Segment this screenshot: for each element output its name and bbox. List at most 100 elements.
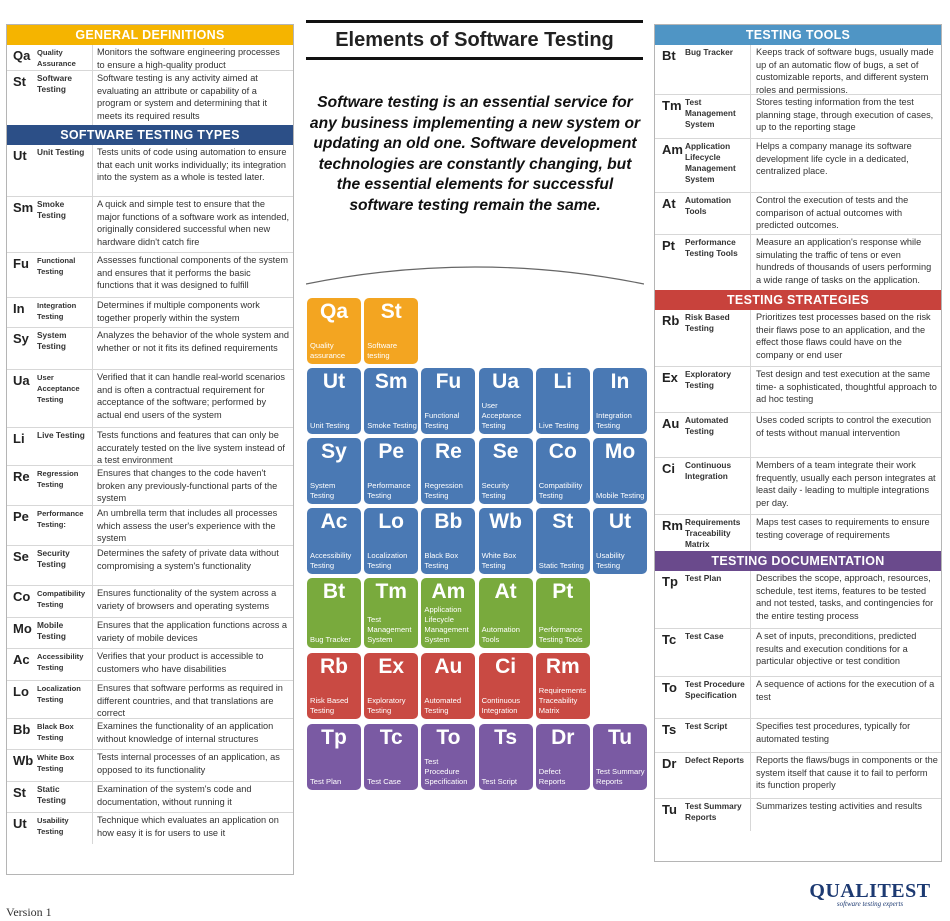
element-tile: Qa Quality assurance — [307, 298, 361, 364]
tile-symbol: Pe — [378, 440, 405, 463]
testing-types-header: SOFTWARE TESTING TYPES — [7, 125, 293, 145]
element-description: Prioritizes test processes based on the … — [756, 312, 931, 360]
tile-symbol: St — [552, 510, 574, 533]
tile-name: Test Plan — [310, 777, 342, 786]
tile-symbol: Bt — [322, 580, 346, 603]
tile-name: Regression Testing — [424, 481, 463, 500]
element-name: Test Management System — [685, 95, 751, 138]
element-tile: Li Live Testing — [535, 368, 590, 434]
tile-name: Live Testing — [538, 421, 579, 430]
element-description: Measure an application's response while … — [756, 237, 932, 285]
tile-name: Automation Tools — [481, 625, 521, 644]
element-symbol: Ci — [662, 461, 675, 476]
testing-documentation-list: Tp Test Plan Describes the scope, approach… — [655, 571, 941, 831]
definition-row: Am Application Lifecycle Management Syste… — [655, 139, 941, 193]
element-name: Automation Tools — [685, 193, 751, 234]
element-name: Unit Testing — [37, 145, 93, 196]
element-tile: Dr Defect Reports — [535, 724, 590, 790]
element-name: System Testing — [37, 328, 93, 369]
element-symbol: Ts — [662, 722, 677, 737]
definition-row: Li Live Testing Tests functions and featur… — [7, 428, 293, 466]
element-symbol: Am — [662, 142, 683, 157]
element-name: Automated Testing — [685, 413, 751, 457]
general-definitions-list: Qa Quality Assurance Monitors the software… — [7, 45, 293, 125]
element-description: Analyzes the behavior of the whole syste… — [97, 330, 290, 353]
element-description: Reports the flaws/bugs in components or … — [756, 755, 938, 791]
element-tile: Am Application Lifecycle Management Syste… — [421, 578, 476, 648]
tile-symbol: Au — [434, 655, 463, 678]
element-name: Static Testing — [37, 782, 93, 812]
tile-symbol: Tc — [379, 726, 403, 749]
element-description: Members of a team integrate their work f… — [756, 460, 936, 508]
tile-name: System Testing — [310, 481, 336, 500]
general-definitions-header: GENERAL DEFINITIONS — [7, 25, 293, 45]
element-symbol: Dr — [662, 756, 677, 771]
element-name: Quality Assurance — [37, 45, 93, 70]
element-name: Test Case — [685, 629, 751, 676]
right-panel: TESTING TOOLS Bt Bug Tracker Keeps track o… — [654, 24, 942, 862]
definition-row: Sy System Testing Analyzes the behavior of… — [7, 328, 293, 370]
definition-row: St Static Testing Examination of the syste… — [7, 782, 293, 813]
tile-symbol: Mo — [604, 440, 636, 463]
element-name: Security Testing — [37, 546, 93, 585]
element-tile: Tu Test Summary Reports — [593, 724, 647, 790]
element-symbol: Mo — [13, 621, 32, 636]
element-tile: Ac Accessibility Testing — [307, 508, 361, 574]
element-tile: In Integration Testing — [593, 368, 647, 434]
element-name: Mobile Testing — [37, 618, 93, 648]
element-symbol: Wb — [13, 753, 34, 768]
tile-symbol: Fu — [435, 370, 462, 393]
definition-row: Ci Continuous Integration Members of a tea… — [655, 458, 941, 515]
definition-row: St Software Testing Software testing is an… — [7, 71, 293, 125]
element-symbol: To — [662, 680, 677, 695]
definition-row: Ts Test Script Specifies test procedures, … — [655, 719, 941, 753]
element-name: Test Script — [685, 719, 751, 752]
definition-row: Rb Risk Based Testing Prioritizes test pro… — [655, 310, 941, 367]
element-name: Application Lifecycle Management System — [685, 139, 751, 192]
element-symbol: Tp — [662, 574, 678, 589]
element-description: Keeps track of software bugs, usually ma… — [756, 47, 934, 95]
element-symbol: Ex — [662, 370, 678, 385]
page-title: Elements of Software Testing — [306, 20, 643, 60]
element-name: Live Testing — [37, 428, 93, 465]
definition-row: Se Security Testing Determines the safety… — [7, 546, 293, 586]
element-symbol: Rm — [662, 518, 683, 533]
element-description: Ensures functionality of the system acro… — [97, 588, 277, 611]
element-description: Examines the functionality of an applica… — [97, 721, 274, 744]
tile-symbol: Re — [434, 440, 462, 463]
element-symbol: Pe — [13, 509, 29, 524]
element-tile: Sm Smoke Testing — [364, 368, 419, 434]
element-description: A set of inputs, preconditions, predicte… — [756, 631, 917, 667]
element-name: Usability Testing — [37, 813, 93, 844]
tile-symbol: Dr — [551, 726, 575, 749]
definition-row: Tm Test Management System Stores testing i… — [655, 95, 941, 139]
element-tile: Se Security Testing — [478, 438, 533, 504]
element-name: Test Plan — [685, 571, 751, 628]
element-tile: Bb Black Box Testing — [421, 508, 476, 574]
tile-name: Test Summary Reports — [596, 767, 645, 786]
tile-name: Functional Testing — [424, 411, 460, 430]
tile-symbol: Ut — [322, 370, 346, 393]
element-name: Risk Based Testing — [685, 310, 751, 366]
element-tile: Sy System Testing — [307, 438, 361, 504]
qualitest-logo: QUALITEST software testing experts — [800, 880, 940, 908]
element-name: Compatibility Testing — [37, 586, 93, 617]
tile-symbol: Ex — [378, 655, 405, 678]
definition-row: Co Compatibility Testing Ensures functiona… — [7, 586, 293, 618]
element-name: Test Summary Reports — [685, 799, 751, 831]
tile-symbol: Qa — [319, 300, 348, 323]
tile-symbol: Se — [492, 440, 519, 463]
tile-name: Defect Reports — [538, 767, 566, 786]
element-name: Software Testing — [37, 71, 93, 125]
tile-name: Performance Testing — [367, 481, 411, 500]
testing-documentation-header: TESTING DOCUMENTATION — [655, 551, 941, 571]
element-tile: Ex Exploratory Testing — [364, 653, 419, 719]
element-symbol: Bt — [662, 48, 676, 63]
tile-name: Exploratory Testing — [367, 696, 406, 715]
element-description: Test design and test execution at the sa… — [756, 369, 937, 405]
element-description: Describes the scope, approach, resources… — [756, 573, 934, 621]
logo-tagline: software testing experts — [836, 900, 904, 908]
tile-name: Mobile Testing — [596, 491, 645, 500]
element-symbol: Ua — [13, 373, 30, 388]
element-name: Requirements Traceability Matrix — [685, 515, 751, 551]
